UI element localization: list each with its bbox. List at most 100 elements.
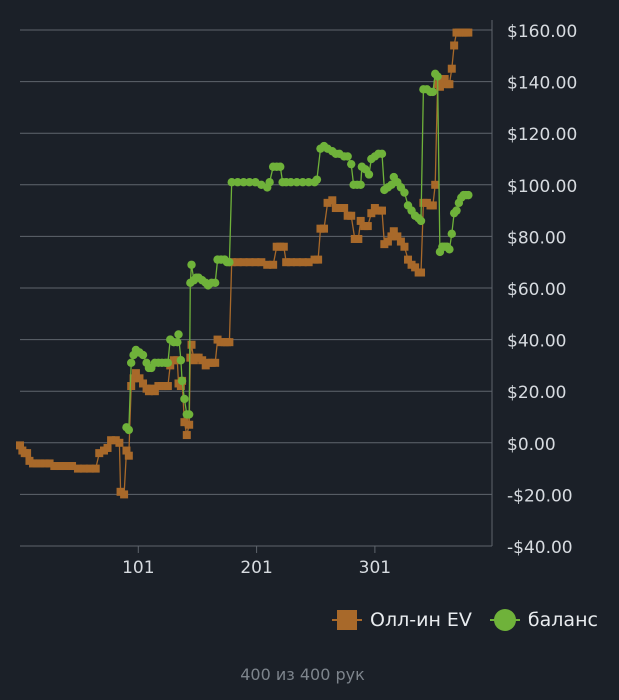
data-point[interactable] <box>335 204 344 213</box>
data-point[interactable] <box>452 206 461 215</box>
data-point[interactable] <box>139 379 148 388</box>
data-point[interactable] <box>304 178 313 187</box>
data-point[interactable] <box>396 237 405 246</box>
data-point[interactable] <box>107 436 116 445</box>
data-point[interactable] <box>347 159 356 169</box>
data-point[interactable] <box>383 237 392 246</box>
data-point[interactable] <box>343 152 352 161</box>
legend-item-allin-ev[interactable]: Олл-ин EV <box>332 608 472 632</box>
data-point[interactable] <box>265 178 274 187</box>
data-point[interactable] <box>282 258 291 267</box>
data-point[interactable] <box>36 459 45 468</box>
data-point[interactable] <box>177 376 187 386</box>
data-point[interactable] <box>400 188 409 197</box>
data-point[interactable] <box>122 446 131 455</box>
data-point[interactable] <box>211 358 220 367</box>
data-point[interactable] <box>245 178 254 187</box>
data-point[interactable] <box>279 242 288 251</box>
data-point[interactable] <box>367 209 376 218</box>
data-point[interactable] <box>416 216 426 226</box>
data-point[interactable] <box>124 451 133 460</box>
data-point[interactable] <box>340 204 349 213</box>
data-point[interactable] <box>40 459 49 468</box>
data-point[interactable] <box>239 258 248 267</box>
data-point[interactable] <box>447 64 456 73</box>
data-point[interactable] <box>251 258 260 267</box>
data-point[interactable] <box>150 387 159 396</box>
data-point[interactable] <box>233 178 242 187</box>
data-point[interactable] <box>304 258 313 267</box>
legend-item-balance[interactable]: баланс <box>489 608 598 632</box>
data-point[interactable] <box>292 178 302 187</box>
data-point[interactable] <box>225 258 234 267</box>
data-point[interactable] <box>433 72 442 81</box>
data-point[interactable] <box>79 464 88 473</box>
data-point[interactable] <box>363 222 372 231</box>
data-point[interactable] <box>411 263 420 272</box>
data-point[interactable] <box>393 232 402 241</box>
data-point[interactable] <box>417 268 426 277</box>
data-point[interactable] <box>354 234 363 243</box>
data-point[interactable] <box>269 260 278 269</box>
data-point[interactable] <box>464 28 473 37</box>
data-point[interactable] <box>163 358 173 368</box>
data-point[interactable] <box>227 178 236 187</box>
data-point[interactable] <box>176 356 186 365</box>
data-point[interactable] <box>16 441 24 450</box>
data-point[interactable] <box>56 462 65 471</box>
data-point[interactable] <box>320 224 329 233</box>
data-point[interactable] <box>129 374 138 383</box>
data-point[interactable] <box>387 232 396 241</box>
data-point[interactable] <box>276 162 285 171</box>
data-point[interactable] <box>428 87 438 97</box>
data-point[interactable] <box>182 431 191 440</box>
data-point[interactable] <box>389 227 398 236</box>
data-point[interactable] <box>377 149 387 159</box>
data-point[interactable] <box>377 206 386 215</box>
data-point[interactable] <box>400 242 409 251</box>
data-point[interactable] <box>138 350 148 360</box>
data-point[interactable] <box>50 462 59 471</box>
data-point[interactable] <box>445 80 454 89</box>
data-point[interactable] <box>435 82 444 91</box>
data-point[interactable] <box>95 449 104 458</box>
data-point[interactable] <box>68 462 77 471</box>
data-point[interactable] <box>447 229 456 239</box>
data-point[interactable] <box>180 418 189 427</box>
data-point[interactable] <box>187 260 196 269</box>
data-point[interactable] <box>85 464 94 473</box>
data-point[interactable] <box>431 180 440 189</box>
data-point[interactable] <box>347 211 356 220</box>
data-point[interactable] <box>126 358 136 368</box>
data-point[interactable] <box>225 338 234 347</box>
data-point[interactable] <box>131 369 140 378</box>
data-point[interactable] <box>298 258 307 267</box>
data-point[interactable] <box>45 459 54 468</box>
data-point[interactable] <box>91 464 100 473</box>
data-point[interactable] <box>198 356 207 365</box>
data-point[interactable] <box>245 258 254 267</box>
data-point[interactable] <box>174 330 183 339</box>
data-point[interactable] <box>187 340 196 349</box>
data-point[interactable] <box>233 258 242 267</box>
data-point[interactable] <box>239 178 248 187</box>
data-point[interactable] <box>298 178 307 187</box>
data-point[interactable] <box>312 175 322 184</box>
data-point[interactable] <box>263 260 272 269</box>
data-point[interactable] <box>115 438 124 447</box>
data-point[interactable] <box>163 382 172 391</box>
data-point[interactable] <box>445 245 454 254</box>
data-point[interactable] <box>404 255 413 264</box>
data-point[interactable] <box>328 196 337 205</box>
data-point[interactable] <box>124 425 134 435</box>
data-point[interactable] <box>286 178 296 187</box>
data-point[interactable] <box>73 464 82 473</box>
data-point[interactable] <box>127 382 136 391</box>
data-point[interactable] <box>180 394 189 404</box>
data-point[interactable] <box>364 170 374 179</box>
data-point[interactable] <box>286 258 295 267</box>
data-point[interactable] <box>356 216 365 225</box>
data-point[interactable] <box>257 258 266 267</box>
data-point[interactable] <box>323 198 332 207</box>
data-point[interactable] <box>292 258 301 267</box>
